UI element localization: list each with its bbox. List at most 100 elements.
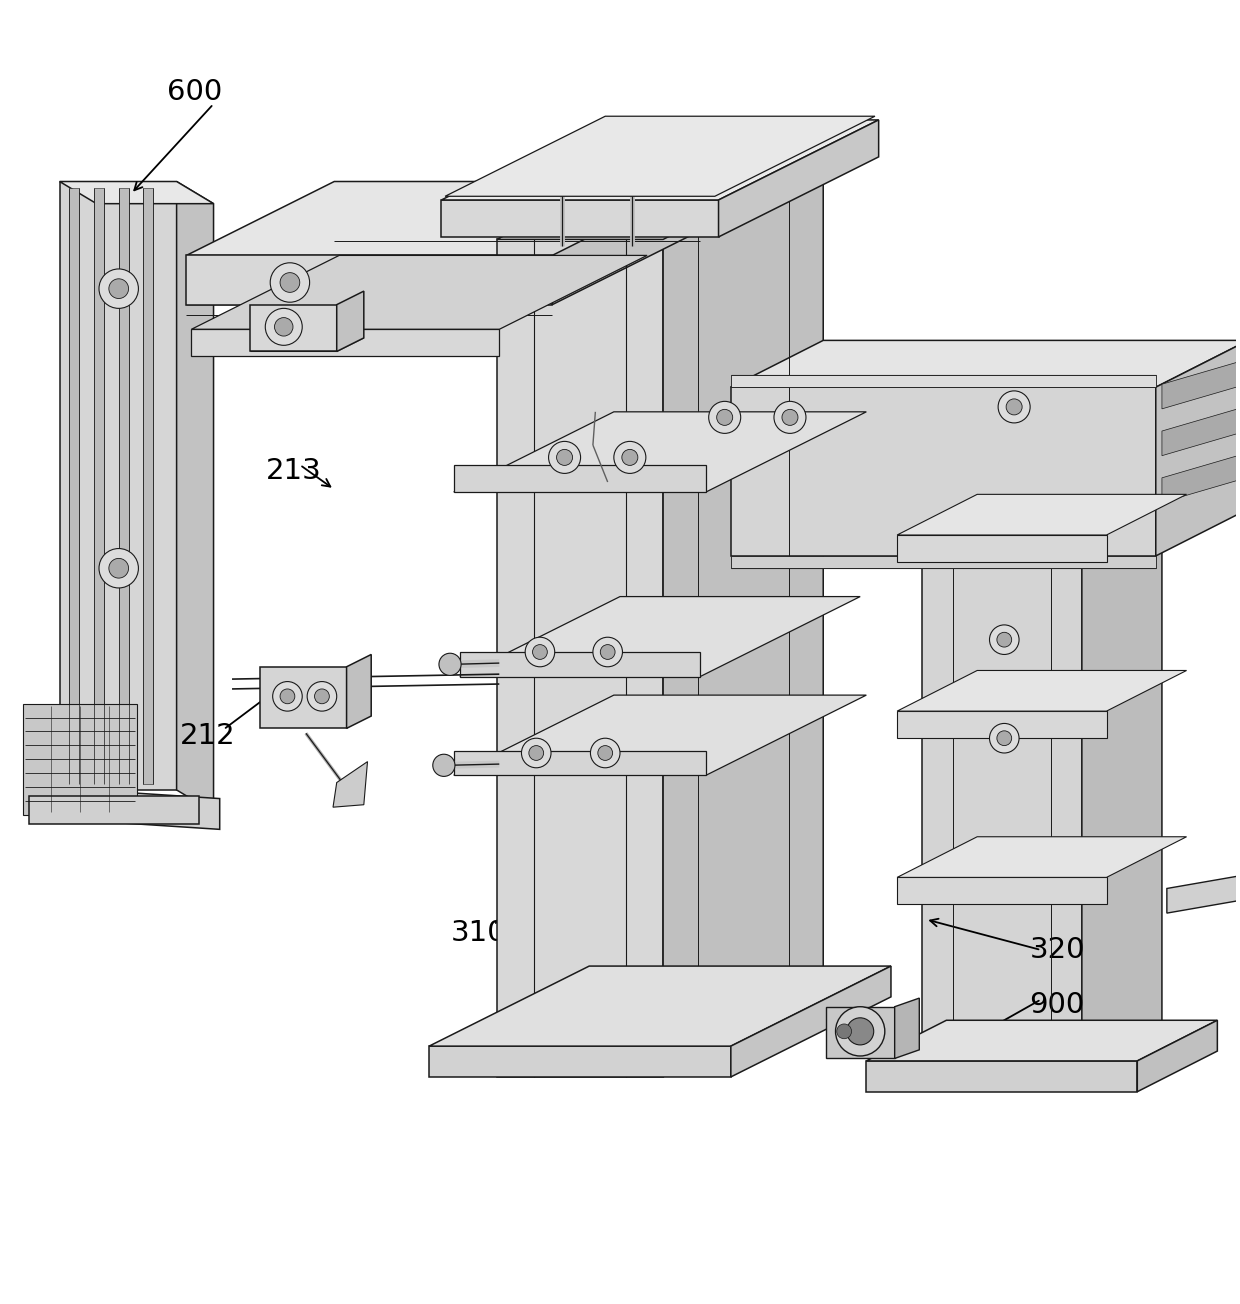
Polygon shape	[176, 181, 213, 812]
Polygon shape	[445, 116, 875, 197]
Circle shape	[774, 402, 806, 433]
Polygon shape	[191, 330, 500, 356]
Polygon shape	[186, 231, 701, 305]
Text: 213: 213	[265, 456, 321, 485]
Polygon shape	[867, 1061, 1137, 1091]
Polygon shape	[334, 762, 367, 807]
Polygon shape	[730, 966, 892, 1077]
Circle shape	[99, 549, 139, 588]
Circle shape	[109, 279, 129, 299]
Polygon shape	[22, 704, 138, 815]
Polygon shape	[346, 655, 371, 729]
Text: 212: 212	[180, 721, 236, 750]
Polygon shape	[69, 188, 79, 784]
Circle shape	[836, 1007, 885, 1056]
Polygon shape	[663, 159, 823, 1077]
Polygon shape	[191, 256, 647, 330]
Polygon shape	[1137, 1020, 1218, 1091]
Polygon shape	[429, 1046, 730, 1077]
Circle shape	[522, 738, 551, 768]
Text: 802: 802	[1066, 506, 1122, 535]
Circle shape	[709, 402, 740, 433]
Polygon shape	[730, 374, 1156, 387]
Polygon shape	[60, 181, 213, 203]
Polygon shape	[1162, 361, 1240, 409]
Polygon shape	[454, 464, 707, 492]
Polygon shape	[441, 200, 718, 237]
Polygon shape	[1156, 340, 1240, 556]
Circle shape	[998, 391, 1030, 422]
Polygon shape	[29, 797, 198, 824]
Polygon shape	[921, 556, 1081, 1085]
Polygon shape	[186, 256, 552, 305]
Circle shape	[990, 724, 1019, 752]
Polygon shape	[454, 751, 707, 775]
Circle shape	[997, 632, 1012, 647]
Circle shape	[614, 441, 646, 473]
Polygon shape	[60, 181, 176, 790]
Polygon shape	[867, 1020, 1218, 1061]
Circle shape	[593, 638, 622, 666]
Circle shape	[528, 746, 543, 760]
Polygon shape	[895, 998, 919, 1059]
Polygon shape	[429, 966, 892, 1046]
Polygon shape	[562, 186, 691, 226]
Polygon shape	[826, 1007, 895, 1059]
Polygon shape	[497, 240, 663, 1077]
Circle shape	[526, 638, 554, 666]
Polygon shape	[250, 338, 363, 352]
Polygon shape	[921, 515, 1162, 556]
Circle shape	[532, 644, 547, 660]
Circle shape	[109, 558, 129, 578]
Polygon shape	[144, 188, 154, 784]
Text: 600: 600	[167, 78, 223, 106]
Polygon shape	[1167, 868, 1240, 913]
Polygon shape	[50, 788, 219, 829]
Circle shape	[837, 1024, 852, 1039]
Circle shape	[997, 730, 1012, 746]
Polygon shape	[718, 120, 879, 237]
Polygon shape	[1162, 454, 1240, 502]
Polygon shape	[94, 188, 104, 784]
Polygon shape	[460, 652, 701, 677]
Polygon shape	[250, 305, 337, 352]
Circle shape	[280, 689, 295, 704]
Polygon shape	[897, 535, 1106, 562]
Circle shape	[270, 263, 310, 303]
Polygon shape	[730, 556, 1156, 569]
Polygon shape	[897, 670, 1187, 711]
Polygon shape	[730, 387, 1156, 556]
Polygon shape	[441, 120, 879, 200]
Circle shape	[439, 653, 461, 675]
Circle shape	[308, 682, 337, 711]
Polygon shape	[1162, 408, 1240, 455]
Circle shape	[590, 738, 620, 768]
Polygon shape	[186, 181, 701, 256]
Text: 900: 900	[1029, 991, 1085, 1020]
Circle shape	[273, 682, 303, 711]
Text: 100: 100	[672, 357, 728, 385]
Circle shape	[99, 269, 139, 308]
Circle shape	[717, 409, 733, 425]
Polygon shape	[897, 878, 1106, 905]
Circle shape	[782, 409, 799, 425]
Polygon shape	[897, 711, 1106, 738]
Polygon shape	[1081, 515, 1162, 1085]
Text: 801: 801	[537, 172, 593, 201]
Polygon shape	[460, 596, 861, 677]
Circle shape	[557, 450, 573, 466]
Circle shape	[1006, 399, 1022, 415]
Polygon shape	[119, 188, 129, 784]
Text: 320: 320	[1029, 936, 1085, 964]
Polygon shape	[552, 181, 701, 305]
Circle shape	[621, 450, 637, 466]
Text: 310: 310	[450, 919, 506, 947]
Polygon shape	[454, 695, 867, 775]
Circle shape	[598, 746, 613, 760]
Circle shape	[265, 308, 303, 346]
Polygon shape	[260, 666, 346, 729]
Polygon shape	[897, 494, 1187, 535]
Circle shape	[600, 644, 615, 660]
Circle shape	[274, 318, 293, 336]
Circle shape	[990, 625, 1019, 655]
